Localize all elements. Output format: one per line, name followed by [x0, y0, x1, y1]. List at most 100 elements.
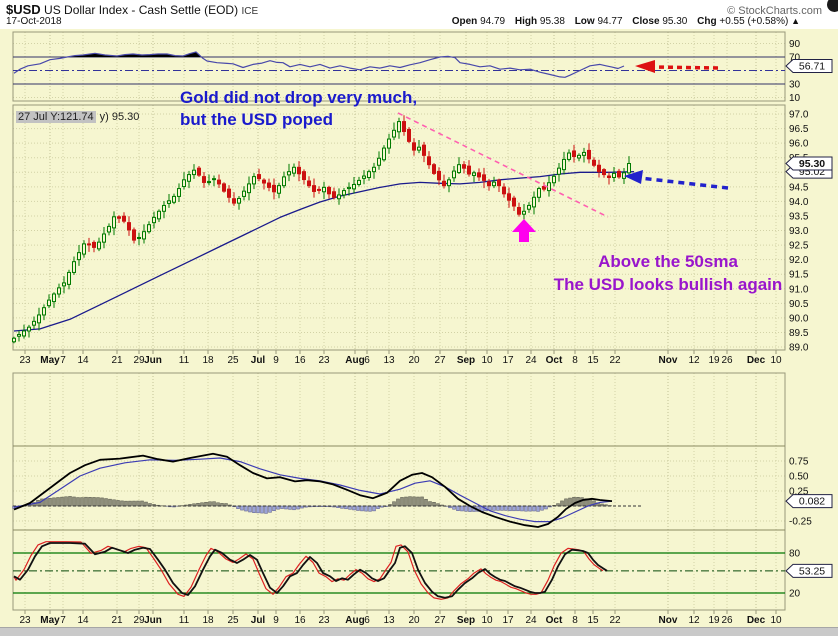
svg-text:15: 15: [587, 615, 599, 626]
svg-text:96.5: 96.5: [789, 124, 809, 135]
open-label: Open: [452, 16, 478, 27]
svg-text:93.5: 93.5: [789, 211, 809, 222]
svg-text:27: 27: [434, 355, 446, 366]
svg-text:24: 24: [525, 615, 537, 626]
svg-text:94.5: 94.5: [789, 182, 809, 193]
svg-text:13: 13: [383, 615, 395, 626]
svg-text:56.71: 56.71: [799, 60, 825, 72]
svg-text:Aug: Aug: [345, 615, 364, 626]
annotation-gold-note: Gold did not drop very much, but the USD…: [180, 87, 417, 131]
svg-text:18: 18: [202, 615, 214, 626]
svg-text:11: 11: [179, 355, 190, 366]
high-label: High: [515, 16, 537, 27]
annotation-gold-line1: Gold did not drop very much,: [180, 87, 417, 109]
svg-text:May: May: [40, 615, 60, 626]
svg-text:8: 8: [572, 355, 578, 366]
svg-text:-0.25: -0.25: [789, 517, 812, 528]
svg-text:89.5: 89.5: [789, 328, 809, 339]
svg-text:16: 16: [294, 355, 306, 366]
svg-text:97.0: 97.0: [789, 110, 809, 121]
crosshair-price: y) 95.30: [96, 111, 140, 123]
annotation-bullish-line1: Above the 50sma: [538, 250, 798, 273]
ohlc-quote: Open 94.79 High 95.38 Low 94.77 Close 95…: [445, 16, 800, 27]
svg-text:0.50: 0.50: [789, 472, 809, 483]
svg-text:19: 19: [708, 355, 720, 366]
svg-text:9: 9: [273, 615, 279, 626]
svg-text:22: 22: [609, 615, 621, 626]
chg-value: +0.55 (+0.58%): [719, 16, 788, 27]
svg-text:Jun: Jun: [144, 615, 162, 626]
svg-text:10: 10: [770, 355, 782, 366]
open-value: 94.79: [480, 16, 505, 27]
svg-text:Jul: Jul: [251, 355, 266, 366]
annotation-gold-line2: but the USD poped: [180, 109, 417, 131]
svg-text:6: 6: [364, 355, 370, 366]
svg-text:19: 19: [708, 615, 720, 626]
svg-text:8: 8: [572, 615, 578, 626]
svg-text:14: 14: [77, 615, 89, 626]
svg-text:Sep: Sep: [457, 355, 475, 366]
svg-text:15: 15: [587, 355, 599, 366]
svg-text:90.5: 90.5: [789, 299, 809, 310]
svg-text:Jul: Jul: [251, 615, 266, 626]
svg-text:10: 10: [770, 615, 782, 626]
svg-text:25: 25: [227, 615, 239, 626]
svg-text:17: 17: [502, 355, 514, 366]
svg-text:23: 23: [19, 615, 31, 626]
high-value: 95.38: [540, 16, 565, 27]
svg-text:30: 30: [789, 80, 801, 91]
chg-label: Chg: [697, 16, 716, 27]
svg-text:23: 23: [318, 355, 330, 366]
svg-text:Dec: Dec: [747, 355, 766, 366]
svg-text:23: 23: [19, 355, 31, 366]
close-value: 95.30: [662, 16, 687, 27]
svg-text:Sep: Sep: [457, 615, 475, 626]
low-label: Low: [575, 16, 595, 27]
chart-header: $USD US Dollar Index - Cash Settle (EOD)…: [0, 0, 838, 29]
svg-text:96.0: 96.0: [789, 139, 809, 150]
svg-text:0.75: 0.75: [789, 457, 809, 468]
svg-text:26: 26: [721, 355, 733, 366]
svg-text:Oct: Oct: [546, 355, 563, 366]
svg-text:10: 10: [481, 615, 493, 626]
quote-row: 17-Oct-2018 Open 94.79 High 95.38 Low 94…: [6, 16, 832, 29]
svg-text:93.0: 93.0: [789, 226, 809, 237]
svg-text:21: 21: [111, 615, 123, 626]
svg-text:24: 24: [525, 355, 537, 366]
svg-text:Dec: Dec: [747, 615, 766, 626]
svg-text:12: 12: [688, 355, 700, 366]
svg-text:12: 12: [688, 615, 700, 626]
svg-text:14: 14: [77, 355, 89, 366]
svg-text:18: 18: [202, 355, 214, 366]
svg-text:May: May: [40, 355, 60, 366]
svg-text:20: 20: [789, 589, 801, 600]
svg-text:20: 20: [408, 615, 420, 626]
svg-text:95.30: 95.30: [799, 158, 825, 170]
svg-text:17: 17: [502, 615, 514, 626]
svg-text:90: 90: [789, 39, 801, 50]
svg-text:Nov: Nov: [659, 615, 678, 626]
svg-text:9: 9: [273, 355, 279, 366]
svg-text:21: 21: [111, 355, 123, 366]
svg-text:23: 23: [318, 615, 330, 626]
svg-text:7: 7: [60, 355, 66, 366]
svg-text:20: 20: [408, 355, 420, 366]
svg-text:89.0: 89.0: [789, 343, 809, 354]
up-triangle-icon: ▲: [791, 16, 800, 26]
close-label: Close: [632, 16, 659, 27]
svg-text:6: 6: [364, 615, 370, 626]
svg-text:7: 7: [60, 615, 66, 626]
svg-text:25: 25: [227, 355, 239, 366]
instrument-name: US Dollar Index - Cash Settle (EOD): [44, 3, 238, 17]
annotation-bullish-note: Above the 50sma The USD looks bullish ag…: [538, 250, 798, 296]
annotation-bullish-line2: The USD looks bullish again: [538, 273, 798, 296]
svg-text:27: 27: [434, 615, 446, 626]
svg-text:Jun: Jun: [144, 355, 162, 366]
svg-text:Oct: Oct: [546, 615, 563, 626]
svg-text:53.25: 53.25: [799, 565, 825, 577]
svg-text:80: 80: [789, 549, 801, 560]
title-row: $USD US Dollar Index - Cash Settle (EOD)…: [6, 2, 832, 16]
